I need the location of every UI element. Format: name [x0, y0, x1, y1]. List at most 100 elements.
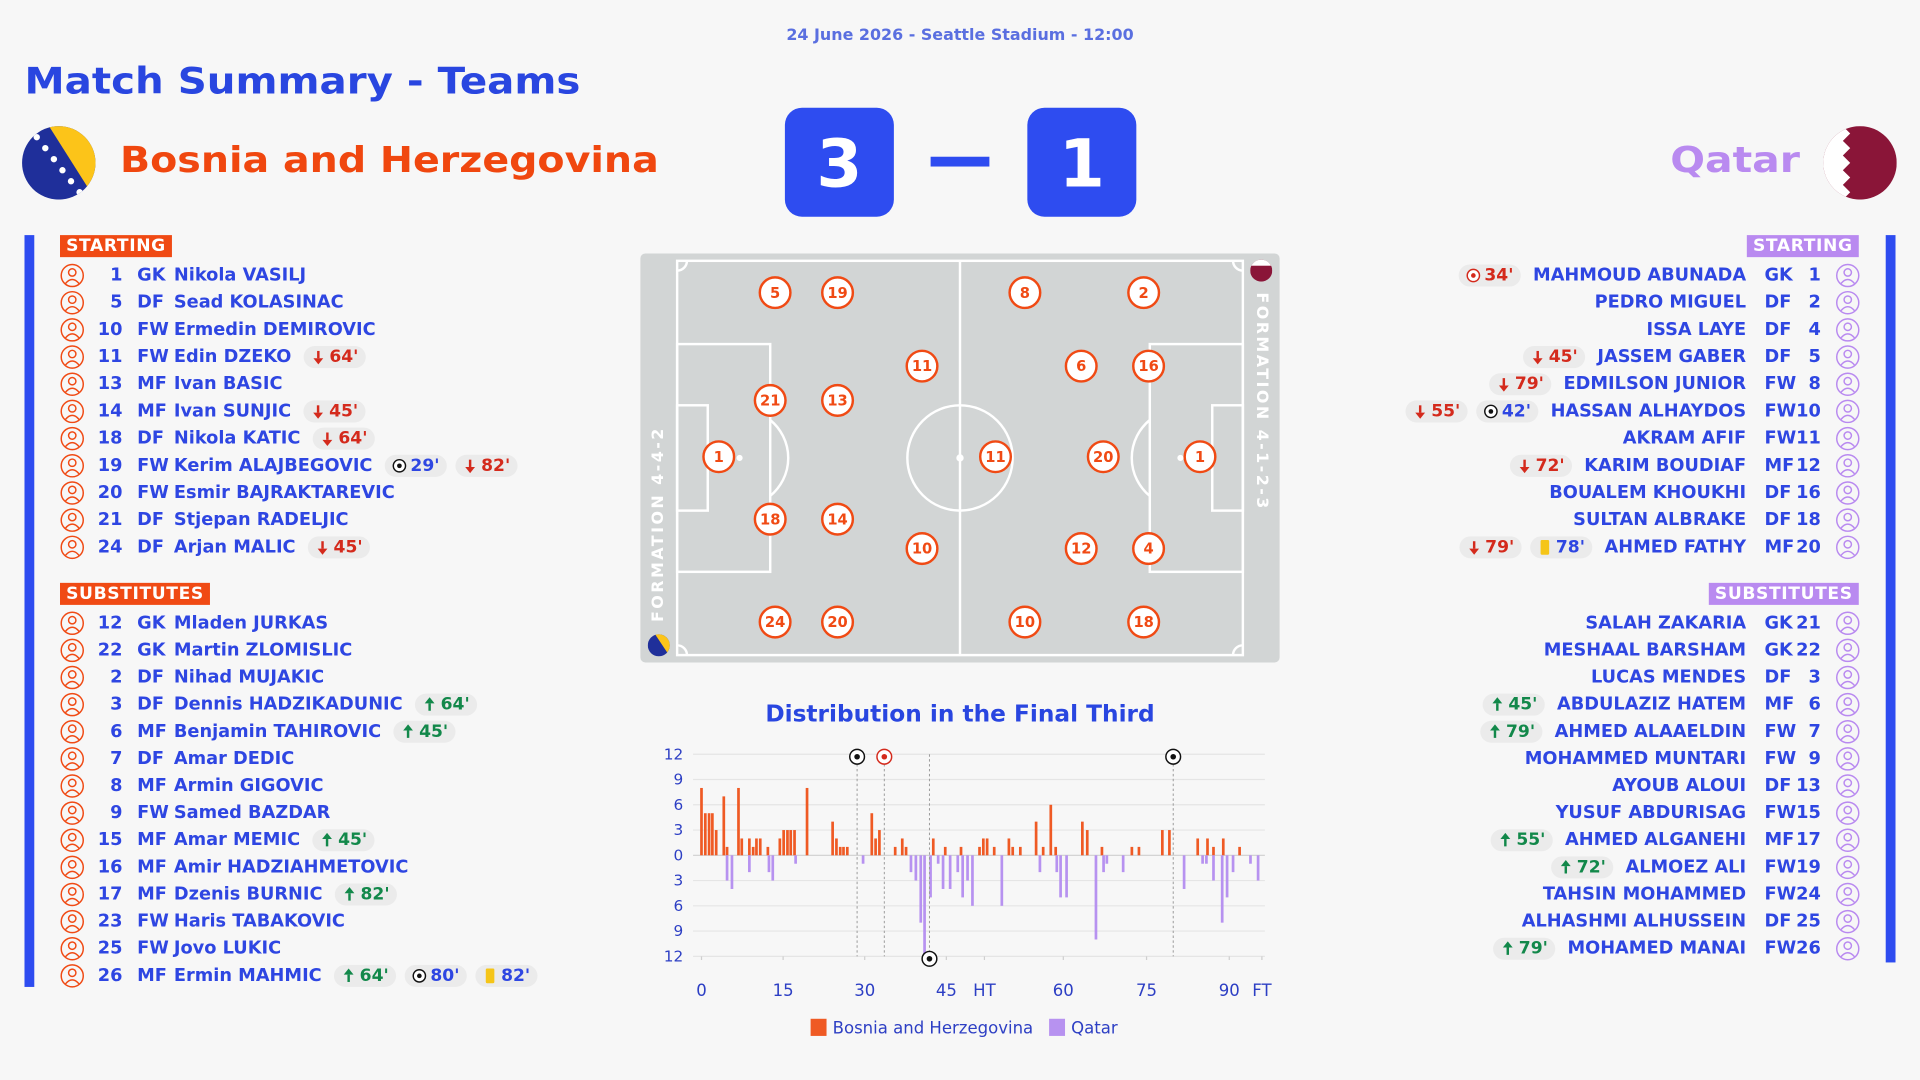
home-team-name: Bosnia and Herzegovina [120, 140, 659, 181]
event-goal: 42' [1476, 400, 1539, 423]
bar [1011, 846, 1015, 856]
bar [845, 846, 849, 856]
icon-ring [1836, 882, 1860, 907]
x-tick-label: 15 [773, 981, 794, 1000]
event-ball [849, 748, 866, 765]
event-minute: 45' [1508, 695, 1537, 715]
icon-head [67, 887, 77, 896]
player-icon [1836, 535, 1860, 560]
pitch-player-number: 11 [912, 358, 932, 375]
bar [722, 796, 726, 856]
event-minute: 80' [430, 966, 459, 986]
player-number: 20 [1796, 537, 1821, 557]
on-arrow-head [1492, 697, 1503, 704]
icon-ring [60, 665, 84, 690]
icon-body [1840, 762, 1856, 768]
icon-head [1843, 697, 1853, 706]
event-on: 82' [334, 883, 397, 906]
ball-patch [926, 955, 933, 962]
player-position: GK [1764, 613, 1794, 633]
player-position: DF [1764, 668, 1791, 688]
pitch-player-number: 18 [1133, 614, 1153, 631]
x-tick-label: 90 [1219, 981, 1240, 1000]
away-formation: FORMATION 4-1-2-3 [1253, 292, 1272, 510]
bar [1256, 855, 1260, 881]
icon-head [67, 349, 77, 359]
icon-body [1840, 626, 1856, 632]
player-name: AHMED FATHY [1605, 537, 1748, 557]
bar [805, 787, 809, 856]
player-position: MF [1764, 695, 1794, 715]
player-icon [1836, 481, 1860, 505]
icon-ring [60, 290, 84, 315]
bar [1160, 830, 1164, 856]
pitch-player-number: 14 [827, 511, 847, 528]
event-on: 64' [414, 693, 478, 716]
player-name: TAHSIN MOHAMMED [1543, 884, 1746, 904]
player-marker [1008, 276, 1042, 310]
pitch-player-number: 6 [1076, 358, 1086, 375]
player-icon [1836, 290, 1860, 315]
icon-body [64, 414, 80, 420]
bar [1221, 838, 1225, 856]
bar [771, 855, 775, 881]
player-icon [60, 426, 84, 451]
player-number: 4 [1808, 320, 1820, 340]
bar [714, 830, 718, 856]
y-tick-label: 3 [674, 872, 684, 890]
bar [842, 846, 845, 856]
player-marker [1127, 605, 1161, 639]
player-number: 7 [110, 749, 122, 769]
on-arrow-head [343, 968, 354, 975]
away-side-bar [1885, 235, 1896, 963]
pitch-player-number: 4 [1143, 541, 1153, 558]
bar [1034, 821, 1038, 856]
player-number: 10 [1796, 401, 1821, 421]
player-name: Haris TABAKOVIC [174, 912, 345, 932]
player-name: Dennis HADZIKADUNIC [174, 695, 403, 715]
player-icon [1836, 719, 1860, 744]
icon-body [1840, 843, 1856, 849]
player-number: 8 [110, 776, 122, 796]
icon-head [1843, 615, 1853, 625]
player-position: MF [137, 884, 167, 904]
bar [835, 838, 838, 856]
player-marker [753, 383, 787, 417]
player-position: MF [137, 966, 167, 986]
player-marker [1127, 276, 1161, 310]
ball-patch [397, 463, 402, 469]
event-minute: 45' [419, 722, 448, 742]
icon-ring [1836, 719, 1860, 744]
pitch [640, 253, 1280, 663]
bar [1065, 855, 1068, 898]
bar [1196, 838, 1200, 856]
on-arrow-head [1502, 941, 1513, 948]
icon-head [67, 512, 77, 522]
player-number: 20 [98, 483, 123, 503]
icon-head [1843, 670, 1853, 679]
icon-body [64, 870, 80, 876]
icon-head [1843, 832, 1853, 842]
player-icon [1836, 855, 1860, 880]
player-position: DF [1764, 347, 1791, 367]
player-icon [1836, 909, 1860, 934]
player-icon [1836, 747, 1860, 771]
player-marker [753, 502, 787, 536]
icon-head [67, 805, 77, 815]
icon-ring [60, 399, 84, 424]
player-name: MAHMOUD ABUNADA [1533, 266, 1746, 286]
score-dash [930, 156, 990, 167]
icon-head [1843, 403, 1853, 413]
icon-head [67, 724, 77, 734]
player-number: 1 [110, 266, 122, 286]
player-marker [1132, 349, 1166, 383]
player-icon [60, 372, 84, 396]
player-name: SALAH ZAKARIA [1585, 613, 1746, 633]
bar [1225, 855, 1229, 898]
player-icon [60, 263, 84, 288]
icon-body [1840, 951, 1856, 958]
event-goal: 29' [384, 454, 447, 477]
y-tick-label: 3 [674, 821, 684, 839]
icon-ring [1836, 290, 1860, 315]
event-minute: 34' [1484, 266, 1513, 286]
